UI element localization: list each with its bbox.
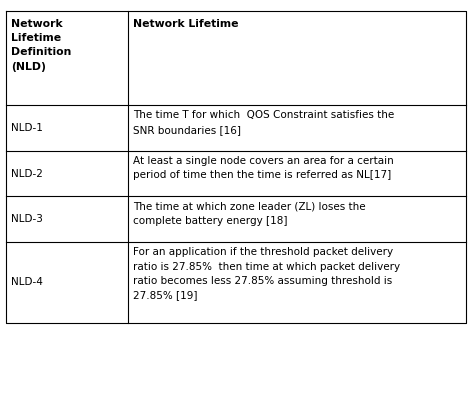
Text: Network Lifetime: Network Lifetime — [134, 19, 239, 29]
Text: NLD-1: NLD-1 — [11, 123, 43, 133]
Text: The time T for which  QOS Constraint satisfies the
SNR boundaries [16]: The time T for which QOS Constraint sati… — [134, 110, 395, 135]
Text: NLD-2: NLD-2 — [11, 168, 43, 179]
Text: For an application if the threshold packet delivery
ratio is 27.85%  then time a: For an application if the threshold pack… — [134, 247, 401, 301]
Text: NLD-3: NLD-3 — [11, 214, 43, 224]
Text: NLD-4: NLD-4 — [11, 278, 43, 287]
Text: The time at which zone leader (ZL) loses the
complete battery energy [18]: The time at which zone leader (ZL) loses… — [134, 202, 366, 226]
Text: Network
Lifetime
Definition
(NLD): Network Lifetime Definition (NLD) — [11, 19, 72, 72]
Text: At least a single node covers an area for a certain
period of time then the time: At least a single node covers an area fo… — [134, 156, 394, 180]
